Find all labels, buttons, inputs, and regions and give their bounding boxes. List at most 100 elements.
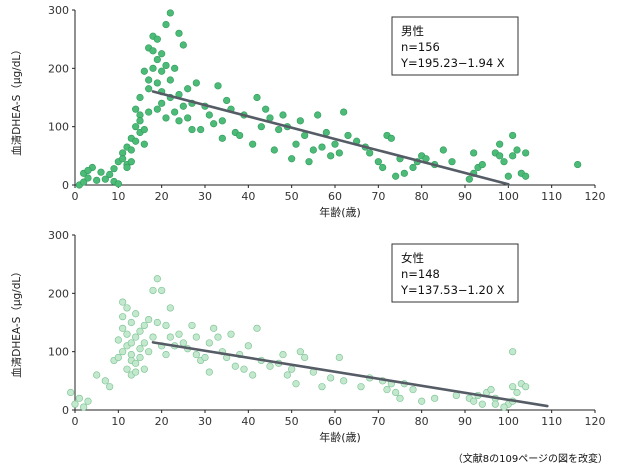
female-scatter-panel: 0 10 20 30 40 50 60 70 80 90 100 110 120 0 100 200 300 血…	[10, 229, 606, 444]
data-point	[288, 365, 296, 373]
data-point	[158, 286, 166, 295]
male-scatter-panel: 0 10 20 30 40 50 60 70 80 90 100 110 120 0 100 200 300 血…	[10, 4, 606, 219]
data-point	[357, 383, 365, 391]
x-tick-label: 110	[541, 190, 562, 203]
data-point	[522, 172, 530, 180]
data-point	[205, 368, 213, 376]
data-point	[227, 330, 235, 338]
data-point	[119, 324, 127, 332]
data-point	[383, 385, 391, 394]
data-point	[210, 324, 218, 332]
data-point	[296, 348, 304, 356]
data-point	[279, 111, 287, 119]
data-point	[162, 20, 170, 29]
data-point	[158, 67, 166, 75]
data-point	[301, 131, 309, 140]
data-point	[114, 180, 122, 188]
x-tick-label: 10	[111, 415, 125, 428]
data-point	[140, 339, 148, 347]
data-point	[296, 117, 304, 125]
data-point	[491, 400, 499, 408]
data-point	[292, 140, 300, 148]
data-point	[106, 170, 114, 179]
x-tick-label: 50	[285, 415, 299, 428]
data-point	[136, 117, 144, 125]
data-point	[140, 365, 148, 373]
data-point	[162, 321, 170, 330]
data-point	[192, 333, 200, 341]
data-point	[231, 362, 239, 370]
data-point	[465, 175, 473, 183]
source-note: （文献8の109ページの図を改変）	[453, 452, 608, 465]
data-point	[439, 146, 447, 154]
data-point	[275, 125, 283, 134]
data-point	[318, 143, 326, 151]
data-point	[119, 348, 127, 356]
data-point	[305, 158, 313, 166]
data-point	[366, 149, 374, 157]
data-point	[266, 362, 274, 370]
data-point	[509, 348, 517, 356]
data-point	[236, 131, 244, 140]
regression-line	[151, 90, 510, 186]
data-point	[249, 371, 257, 379]
data-point	[145, 76, 153, 84]
y-tick-label: 200	[48, 287, 69, 300]
x-tick-label: 40	[241, 190, 255, 203]
data-point	[179, 102, 187, 110]
data-point	[210, 120, 218, 128]
data-point	[132, 137, 140, 145]
data-point	[374, 158, 382, 166]
data-point	[197, 125, 205, 134]
data-point	[140, 321, 148, 330]
data-point	[149, 64, 157, 72]
data-point	[396, 394, 404, 402]
data-point	[509, 152, 517, 160]
data-point	[145, 348, 153, 356]
data-point	[218, 117, 226, 125]
data-point	[127, 318, 135, 327]
data-point	[140, 140, 148, 148]
data-point	[166, 9, 174, 17]
x-tick-label: 70	[371, 415, 385, 428]
data-point	[500, 403, 508, 411]
data-point	[496, 140, 504, 148]
x-tick-label: 0	[72, 415, 79, 428]
data-point	[201, 353, 209, 362]
x-tick-label: 40	[241, 415, 255, 428]
y-tick-label: 100	[48, 346, 69, 359]
legend-box: 男性 n=156 Y=195.23−1.94 X	[391, 16, 519, 76]
y-axis-label: 血清DHEA-S（μg/dL）	[10, 44, 23, 155]
data-point	[114, 336, 122, 344]
data-point	[418, 397, 426, 405]
data-point	[171, 108, 179, 116]
x-tick-label: 90	[458, 415, 472, 428]
x-tick-label: 60	[328, 415, 342, 428]
data-point	[123, 304, 131, 312]
axis-ticks: 0 10 20 30 40 50 60 70 80 90 100 110 120 0 100 200 300	[48, 229, 606, 428]
data-point	[335, 353, 343, 362]
data-point	[344, 131, 352, 140]
legend-n: n=156	[401, 40, 440, 54]
data-point	[149, 286, 157, 295]
data-point	[270, 146, 278, 154]
data-point	[166, 304, 174, 312]
data-point	[162, 114, 170, 122]
data-point	[188, 125, 196, 134]
data-point	[327, 374, 335, 382]
data-point	[140, 125, 148, 134]
data-point	[153, 79, 161, 87]
x-tick-label: 100	[498, 415, 519, 428]
data-point	[123, 330, 131, 338]
y-tick-label: 300	[48, 4, 69, 17]
data-point	[123, 163, 131, 172]
data-point	[132, 333, 140, 341]
data-point	[179, 41, 187, 49]
y-axis-label: 血清DHEA-S（μg/dL）	[10, 266, 23, 377]
data-point	[166, 76, 174, 84]
data-point	[140, 67, 148, 75]
data-point	[158, 99, 166, 107]
data-point	[166, 333, 174, 341]
data-point	[136, 345, 144, 353]
